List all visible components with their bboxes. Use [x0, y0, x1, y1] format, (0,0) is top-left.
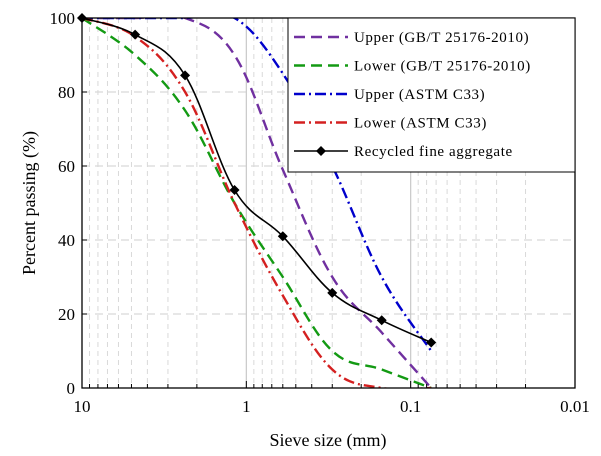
series-line-3	[82, 18, 432, 388]
legend-label: Upper (ASTM C33)	[354, 87, 485, 103]
tick-layer: 0 20 40 60 80 100 10 1 0.1 0.01	[50, 9, 590, 416]
data-point-marker	[130, 29, 141, 40]
x-axis-title: Sieve size (mm)	[270, 430, 387, 451]
series-line-1	[82, 18, 432, 388]
data-point-marker	[277, 231, 288, 242]
legend-box	[287, 17, 576, 173]
data-point-marker	[426, 337, 437, 348]
x-tick-label: 0.01	[560, 397, 590, 416]
legend-label: Lower (GB/T 25176-2010)	[354, 59, 531, 75]
data-point-marker	[376, 315, 387, 326]
y-tick-label: 40	[58, 231, 75, 250]
x-tick-label: 10	[74, 397, 91, 416]
y-tick-label: 100	[50, 9, 76, 28]
legend-label: Lower (ASTM C33)	[354, 116, 487, 132]
y-tick-label: 20	[58, 305, 75, 324]
y-tick-label: 0	[67, 379, 76, 398]
data-point-marker	[180, 70, 191, 81]
data-point-marker	[327, 287, 338, 298]
series-layer	[82, 18, 433, 388]
legend-label: Upper (GB/T 25176-2010)	[354, 30, 529, 46]
marker-layer	[77, 13, 437, 348]
data-point-marker	[229, 185, 240, 196]
legend: Upper (GB/T 25176-2010) Lower (GB/T 25176…	[287, 17, 576, 173]
y-axis-title: Percent passing (%)	[19, 131, 40, 275]
series-line-2	[82, 18, 433, 352]
y-tick-label: 60	[58, 157, 75, 176]
legend-label: Recycled fine aggregate	[354, 144, 513, 160]
series-line-0	[82, 18, 433, 388]
x-tick-label: 0.1	[400, 397, 421, 416]
x-tick-label: 1	[242, 397, 251, 416]
y-tick-label: 80	[58, 83, 75, 102]
series-line-4	[82, 18, 432, 344]
legend-marker	[316, 146, 326, 156]
